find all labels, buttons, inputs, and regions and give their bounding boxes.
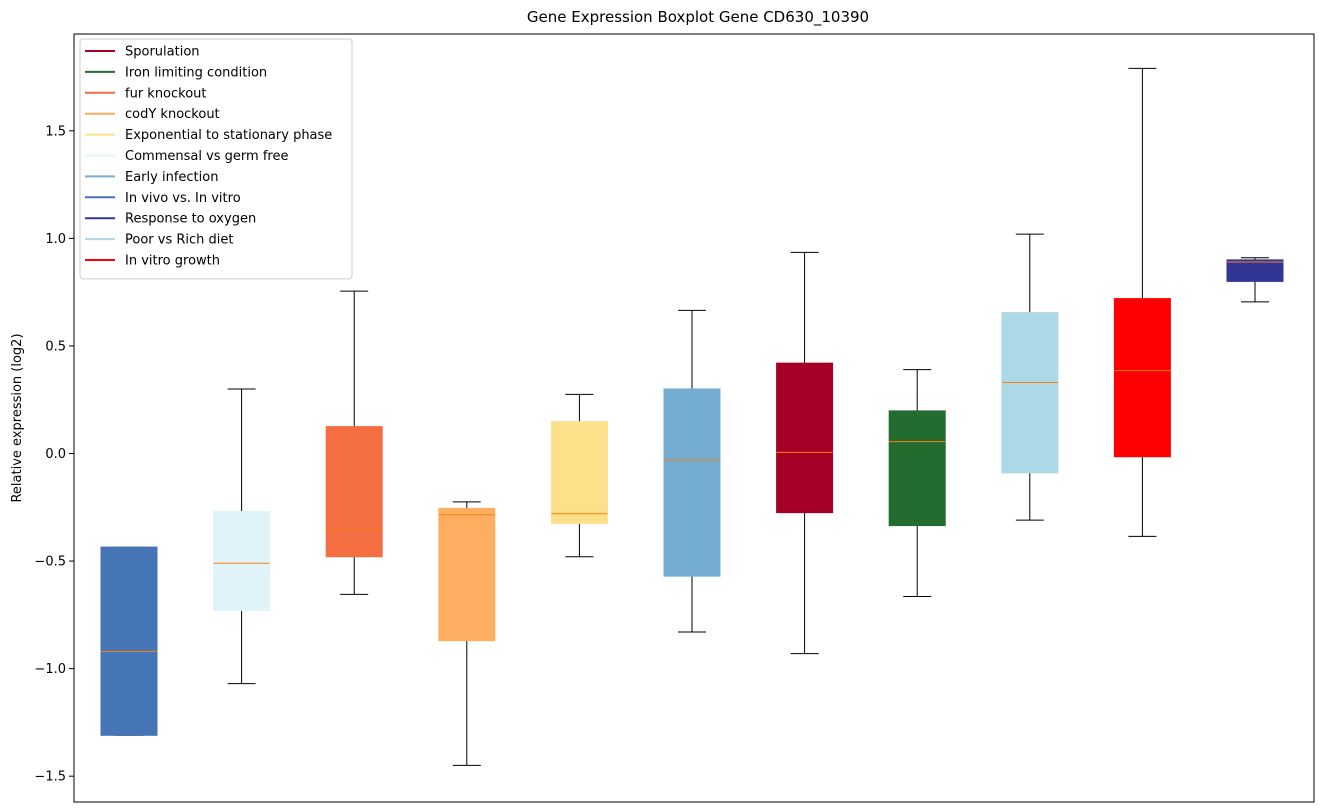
box-sporulation bbox=[776, 251, 834, 655]
box-body bbox=[325, 426, 383, 558]
legend-label: Sporulation bbox=[125, 45, 200, 60]
legend-label: Commensal vs germ free bbox=[125, 149, 288, 164]
box-cody-knockout bbox=[438, 501, 496, 766]
legend-label: codY knockout bbox=[125, 107, 220, 122]
box-early-infection bbox=[663, 309, 721, 633]
legend-frame bbox=[79, 38, 353, 280]
box-iron-limiting-condition bbox=[888, 369, 946, 598]
box-in-vivo-vs-in-vitro bbox=[100, 546, 158, 736]
box-body bbox=[100, 546, 158, 736]
y-tick-label: 1.5 bbox=[45, 124, 66, 139]
legend-label: Exponential to stationary phase bbox=[125, 128, 332, 143]
box-body bbox=[663, 388, 721, 577]
box-poor-vs-rich-diet bbox=[1001, 233, 1059, 521]
legend-label: fur knockout bbox=[125, 86, 207, 101]
box-body bbox=[550, 421, 608, 524]
box-response-to-oxygen bbox=[1226, 257, 1284, 303]
legend: Sporulation Iron limiting condition fur kn… bbox=[79, 38, 353, 280]
y-tick-label: −1.5 bbox=[34, 770, 66, 785]
y-tick-label: 0.5 bbox=[45, 339, 66, 354]
y-axis-ticks: −1.5 −1.0 −0.5 0.0 0.5 1.0 1.5 bbox=[34, 124, 74, 785]
y-tick-label: −1.0 bbox=[34, 662, 66, 677]
box-body bbox=[888, 410, 946, 527]
box-body bbox=[1113, 298, 1171, 458]
box-commensal-vs-germ-free bbox=[213, 388, 271, 685]
y-tick-label: 1.0 bbox=[45, 232, 66, 247]
box-fur-knockout bbox=[325, 290, 383, 595]
y-axis-label: Relative expression (log2) bbox=[10, 333, 25, 502]
box-body bbox=[776, 362, 834, 514]
box-body bbox=[1226, 259, 1284, 282]
legend-label: In vivo vs. In vitro bbox=[125, 191, 241, 206]
y-tick-label: −0.5 bbox=[34, 555, 66, 570]
boxes-layer bbox=[100, 67, 1284, 766]
legend-label: In vitro growth bbox=[125, 254, 220, 269]
box-exponential-to-stationary-phase bbox=[550, 393, 608, 558]
legend-label: Iron limiting condition bbox=[125, 65, 267, 80]
legend-label: Response to oxygen bbox=[125, 212, 256, 227]
chart-title: Gene Expression Boxplot Gene CD630_10390 bbox=[527, 8, 869, 27]
box-body bbox=[1001, 312, 1059, 474]
box-body bbox=[213, 511, 271, 612]
legend-label: Poor vs Rich diet bbox=[125, 233, 233, 248]
y-tick-label: 0.0 bbox=[45, 447, 66, 462]
legend-label: Early infection bbox=[125, 170, 218, 185]
box-body bbox=[438, 507, 496, 642]
plot-frame bbox=[73, 33, 1315, 803]
box-in-vitro-growth bbox=[1113, 67, 1171, 537]
